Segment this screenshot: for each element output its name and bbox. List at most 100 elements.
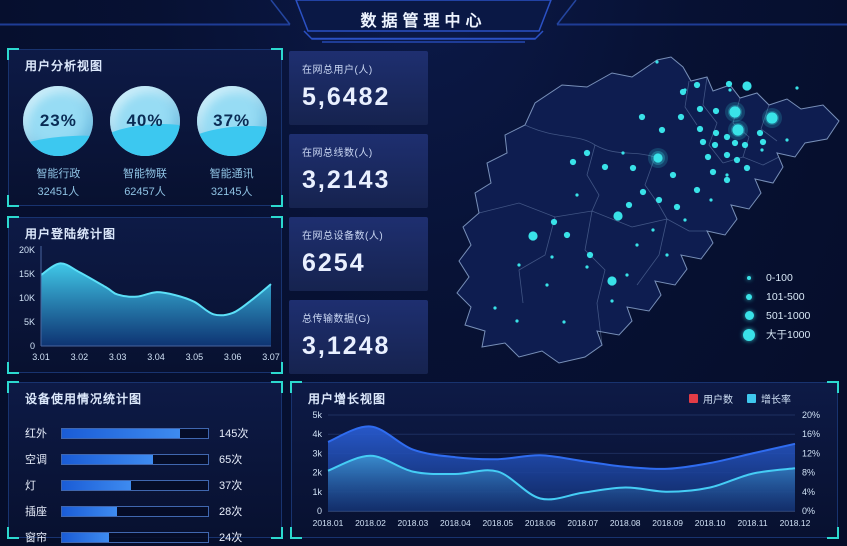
map-dot-s <box>493 306 497 310</box>
growth-chart-legend: 用户数 增长率 <box>689 391 791 406</box>
map-dot-m <box>583 149 591 157</box>
map-dot-l <box>613 211 623 221</box>
map-legend-dot-cell <box>741 328 757 341</box>
device-row: 红外 145次 <box>25 420 265 446</box>
liquid-gauge: 40% <box>109 86 180 156</box>
map-dot-s <box>725 173 729 177</box>
map-legend-dot <box>744 311 754 320</box>
map-dot-m <box>586 251 594 259</box>
corner-accent <box>7 216 19 228</box>
map-dot-s <box>635 243 639 247</box>
map-dot-s <box>655 60 659 64</box>
svg-text:2018.02: 2018.02 <box>355 518 386 528</box>
map-dot-s <box>550 255 554 259</box>
device-bar-fill <box>62 480 131 490</box>
map-legend-item-大于1000[interactable]: 大于1000 <box>741 325 810 344</box>
legend-item-增长率[interactable]: 增长率 <box>747 391 791 406</box>
map-dot-m <box>723 133 731 141</box>
panel-user-growth: 用户增长视图 用户数 增长率 5k 4k 3k 2k 1k 0 20% 16% 12% 8% 4% 0%… <box>290 381 839 539</box>
legend-item-用户数[interactable]: 用户数 <box>689 391 733 406</box>
device-label: 空调 <box>25 454 47 466</box>
map-dot-m <box>723 176 731 184</box>
legend-label: 增长率 <box>761 395 791 406</box>
svg-text:0: 0 <box>30 341 35 351</box>
device-label: 灯 <box>25 480 36 492</box>
corner-accent <box>271 48 283 60</box>
map-dot-m <box>725 80 733 88</box>
device-value: 145次 <box>219 428 249 440</box>
map-legend-dot-cell <box>741 275 757 280</box>
map-dot-m <box>741 141 749 149</box>
device-bar-track <box>61 479 209 491</box>
stat-card-label: 在网总线数(人) <box>302 148 373 159</box>
map-legend-item-101-500[interactable]: 101-500 <box>741 287 810 306</box>
map-dot-m <box>712 129 720 137</box>
map-dot-s <box>785 138 789 142</box>
stat-card-value: 5,6482 <box>302 83 391 111</box>
device-row: 灯 37次 <box>25 472 265 498</box>
map-dot-s <box>545 283 549 287</box>
map-dot-m <box>733 156 741 164</box>
map-dot-m <box>696 125 704 133</box>
map-legend-label: 101-500 <box>766 290 805 303</box>
svg-text:20K: 20K <box>19 245 35 255</box>
device-value: 65次 <box>219 454 243 466</box>
map-legend-dot <box>746 293 752 300</box>
svg-text:2018.08: 2018.08 <box>610 518 641 528</box>
map-dot-m <box>759 138 767 146</box>
corner-accent <box>827 527 839 539</box>
device-label: 窗帘 <box>25 532 47 544</box>
svg-text:0: 0 <box>317 506 322 516</box>
stat-card-label: 在网总用户(人) <box>302 65 373 76</box>
map-dot-s <box>665 253 669 257</box>
map-dot-lg <box>653 153 663 163</box>
map-dot-m <box>743 164 751 172</box>
device-bar-fill <box>62 532 109 542</box>
map-dot-m <box>569 158 577 166</box>
svg-text:2018.03: 2018.03 <box>398 518 429 528</box>
map-dot-s <box>585 265 589 269</box>
map-legend-dot <box>743 328 755 341</box>
map-dot-m <box>625 201 633 209</box>
corner-accent <box>290 527 302 539</box>
corner-accent <box>271 527 283 539</box>
gauge-label: 智能通讯 <box>209 168 254 180</box>
stat-card-value: 3,1248 <box>302 332 391 360</box>
svg-text:2018.09: 2018.09 <box>652 518 683 528</box>
device-value: 28次 <box>219 506 243 518</box>
map-inner-borders <box>478 76 780 346</box>
gauge-count: 62457人 <box>124 186 166 198</box>
device-bar-fill <box>62 506 118 516</box>
map-legend-item-0-100[interactable]: 0-100 <box>741 268 810 287</box>
corner-accent <box>271 195 283 207</box>
map-dot-m <box>731 139 739 147</box>
map-dot-m <box>639 188 647 196</box>
gauge-percent: 37% <box>213 111 251 130</box>
stat-card: 在网总设备数(人) 6254 <box>289 217 428 291</box>
svg-text:2018.04: 2018.04 <box>440 518 471 528</box>
gauge-percent: 40% <box>126 111 164 130</box>
svg-text:3k: 3k <box>312 448 322 458</box>
panel-device-usage: 设备使用情况统计图 红外 145次 空调 65次灯 37次 插座 28次 窗帘 24次 <box>7 381 283 544</box>
map-dot-s <box>610 299 614 303</box>
map-dot-m <box>711 141 719 149</box>
device-value: 37次 <box>219 480 243 492</box>
map-legend-label: 501-1000 <box>766 309 811 322</box>
page-title: 数据管理中心 <box>360 13 487 30</box>
svg-text:3.07: 3.07 <box>262 352 280 362</box>
map-legend-item-501-1000[interactable]: 501-1000 <box>741 306 810 325</box>
panel-title-login-stats: 用户登陆统计图 <box>25 227 117 241</box>
map-dot-l <box>607 276 617 286</box>
panel-title-device-usage: 设备使用情况统计图 <box>25 392 143 406</box>
corner-accent <box>7 195 19 207</box>
device-value: 24次 <box>219 532 243 544</box>
corner-accent <box>7 527 19 539</box>
map-legend: 0-100 101-500 501-1000 大于1000 <box>741 268 810 344</box>
corner-accent <box>290 381 302 393</box>
stat-card: 在网总线数(人) 3,2143 <box>289 134 428 208</box>
map-dot-s <box>515 319 519 323</box>
map-dot-m <box>699 138 707 146</box>
device-bar-track <box>61 453 209 465</box>
map-dot-s <box>575 193 579 197</box>
map-dot-m <box>563 231 571 239</box>
